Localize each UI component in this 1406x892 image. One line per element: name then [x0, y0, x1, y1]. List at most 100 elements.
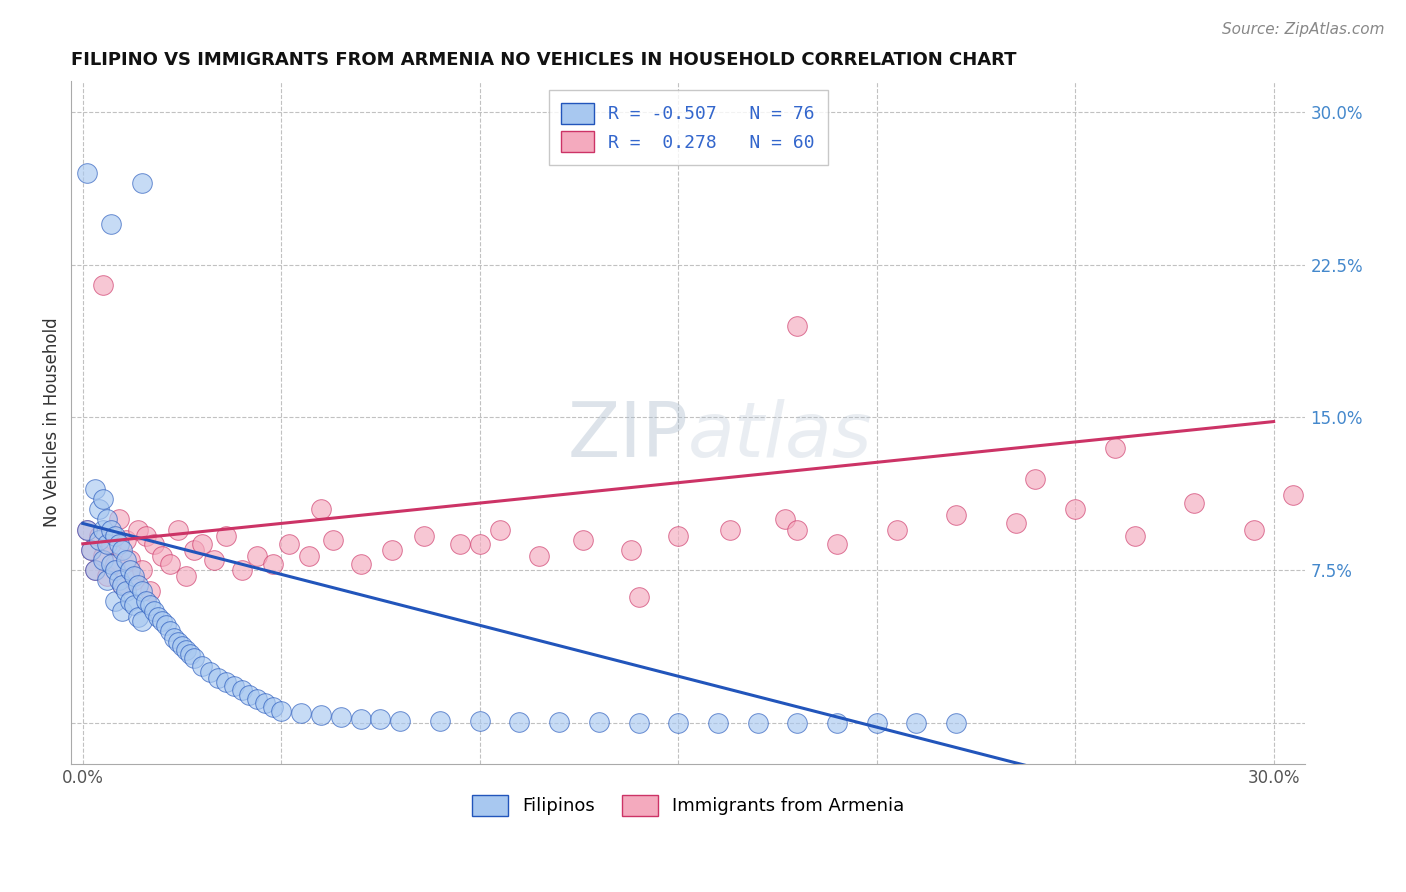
Point	[96, 569, 118, 583]
Point	[143, 604, 166, 618]
Point	[529, 549, 551, 563]
Point	[1282, 488, 1305, 502]
Point	[131, 176, 153, 190]
Point	[87, 502, 110, 516]
Point	[96, 574, 118, 588]
Point	[886, 523, 908, 537]
Text: Source: ZipAtlas.com: Source: ZipAtlas.com	[1222, 22, 1385, 37]
Point	[83, 482, 105, 496]
Point	[155, 618, 177, 632]
Point	[124, 569, 146, 583]
Point	[350, 557, 373, 571]
Text: FILIPINO VS IMMIGRANTS FROM ARMENIA NO VEHICLES IN HOUSEHOLD CORRELATION CHART: FILIPINO VS IMMIGRANTS FROM ARMENIA NO V…	[70, 51, 1017, 69]
Point	[350, 712, 373, 726]
Point	[262, 699, 284, 714]
Point	[262, 557, 284, 571]
Point	[1361, 496, 1384, 510]
Point	[159, 557, 181, 571]
Point	[707, 715, 730, 730]
Point	[107, 574, 129, 588]
Point	[215, 529, 238, 543]
Point	[111, 542, 134, 557]
Point	[80, 542, 103, 557]
Point	[76, 523, 98, 537]
Point	[124, 574, 146, 588]
Point	[150, 549, 173, 563]
Point	[866, 715, 889, 730]
Point	[159, 624, 181, 639]
Point	[1322, 512, 1344, 526]
Point	[103, 563, 125, 577]
Y-axis label: No Vehicles in Household: No Vehicles in Household	[44, 318, 60, 527]
Point	[666, 529, 689, 543]
Point	[449, 537, 471, 551]
Point	[143, 537, 166, 551]
Point	[468, 537, 491, 551]
Point	[100, 557, 122, 571]
Point	[183, 651, 205, 665]
Point	[191, 659, 214, 673]
Point	[572, 533, 595, 547]
Point	[1064, 502, 1087, 516]
Point	[588, 715, 610, 730]
Point	[83, 563, 105, 577]
Point	[139, 583, 162, 598]
Point	[127, 577, 149, 591]
Point	[174, 569, 197, 583]
Point	[139, 598, 162, 612]
Point	[548, 714, 571, 729]
Point	[488, 523, 510, 537]
Point	[100, 523, 122, 537]
Point	[111, 604, 134, 618]
Point	[115, 553, 138, 567]
Point	[1004, 516, 1026, 531]
Text: ZIP: ZIP	[567, 400, 688, 474]
Point	[148, 610, 170, 624]
Point	[945, 715, 967, 730]
Point	[115, 533, 138, 547]
Point	[278, 537, 301, 551]
Point	[103, 594, 125, 608]
Point	[1104, 441, 1126, 455]
Point	[322, 533, 344, 547]
Point	[309, 502, 332, 516]
Point	[91, 549, 114, 563]
Point	[381, 542, 404, 557]
Point	[167, 523, 190, 537]
Point	[786, 523, 808, 537]
Point	[135, 594, 157, 608]
Point	[1123, 529, 1146, 543]
Point	[76, 166, 98, 180]
Point	[91, 553, 114, 567]
Point	[222, 680, 245, 694]
Point	[167, 634, 190, 648]
Point	[666, 715, 689, 730]
Point	[238, 688, 260, 702]
Point	[413, 529, 436, 543]
Point	[198, 665, 221, 680]
Point	[270, 704, 292, 718]
Point	[231, 683, 253, 698]
Point	[100, 537, 122, 551]
Point	[107, 537, 129, 551]
Point	[103, 557, 125, 571]
Point	[91, 278, 114, 293]
Point	[96, 537, 118, 551]
Point	[91, 523, 114, 537]
Point	[80, 542, 103, 557]
Point	[120, 594, 142, 608]
Point	[135, 529, 157, 543]
Point	[945, 508, 967, 523]
Point	[825, 715, 848, 730]
Point	[508, 714, 530, 729]
Point	[309, 707, 332, 722]
Point	[131, 563, 153, 577]
Point	[825, 537, 848, 551]
Point	[127, 523, 149, 537]
Point	[120, 563, 142, 577]
Point	[1024, 472, 1046, 486]
Point	[202, 553, 225, 567]
Point	[370, 712, 392, 726]
Point	[174, 642, 197, 657]
Point	[170, 639, 193, 653]
